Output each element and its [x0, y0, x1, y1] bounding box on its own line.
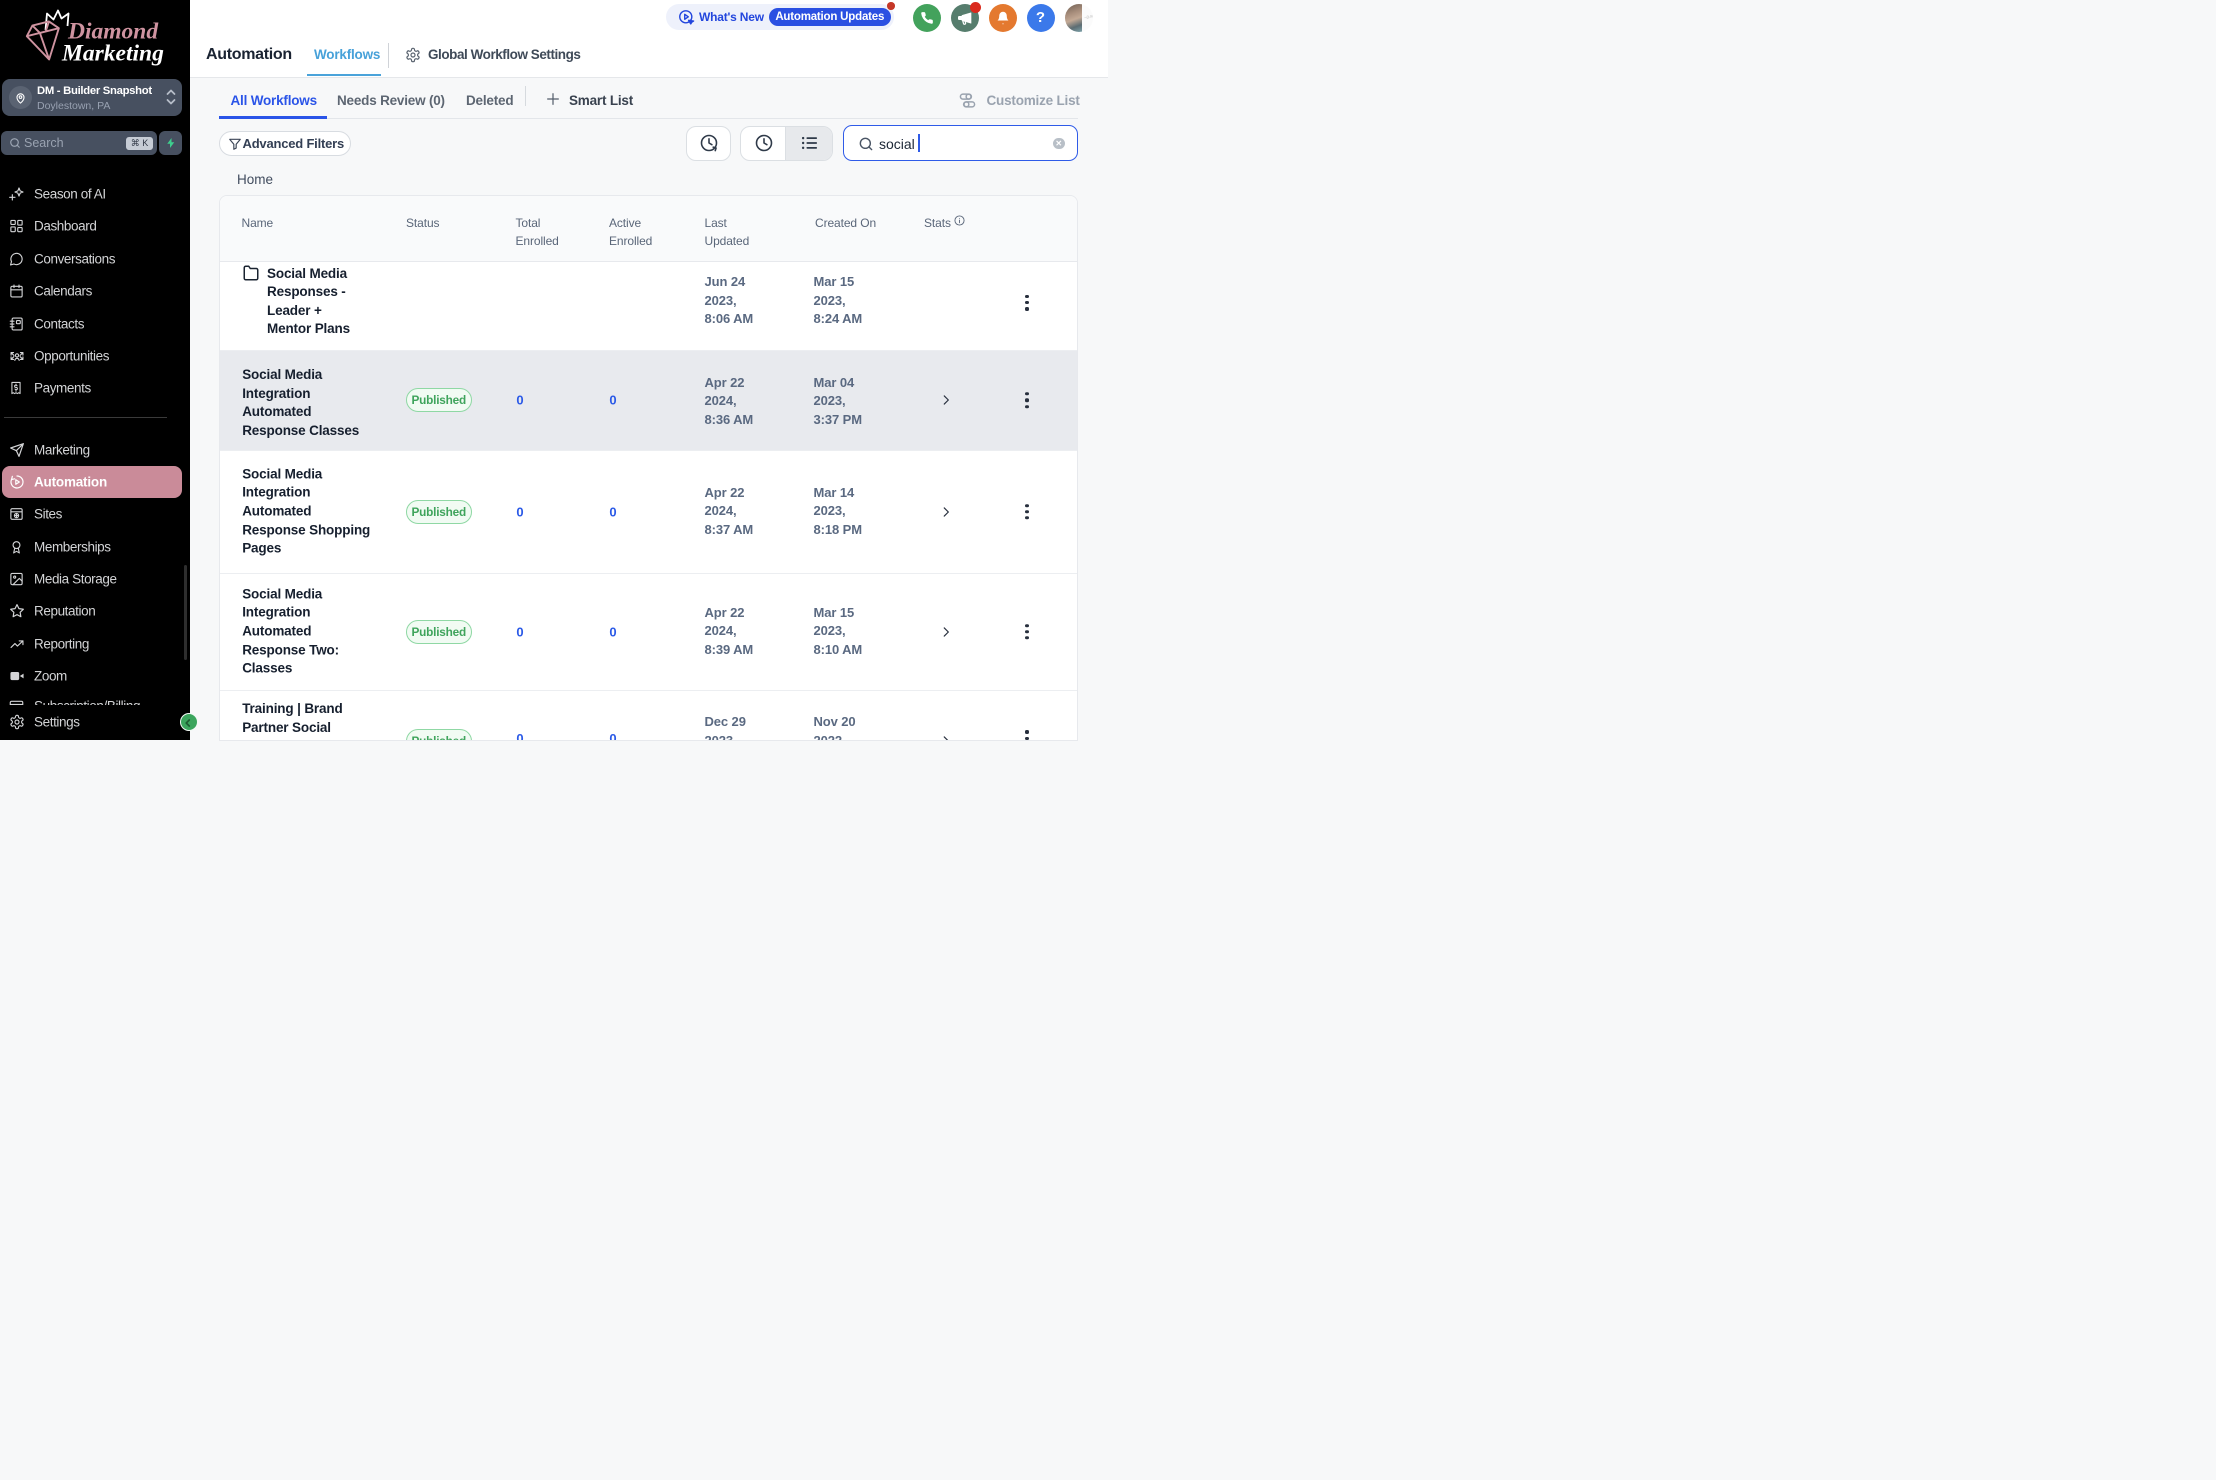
svg-text:Diamond: Diamond — [67, 19, 159, 45]
svg-text:Marketing: Marketing — [61, 41, 164, 67]
